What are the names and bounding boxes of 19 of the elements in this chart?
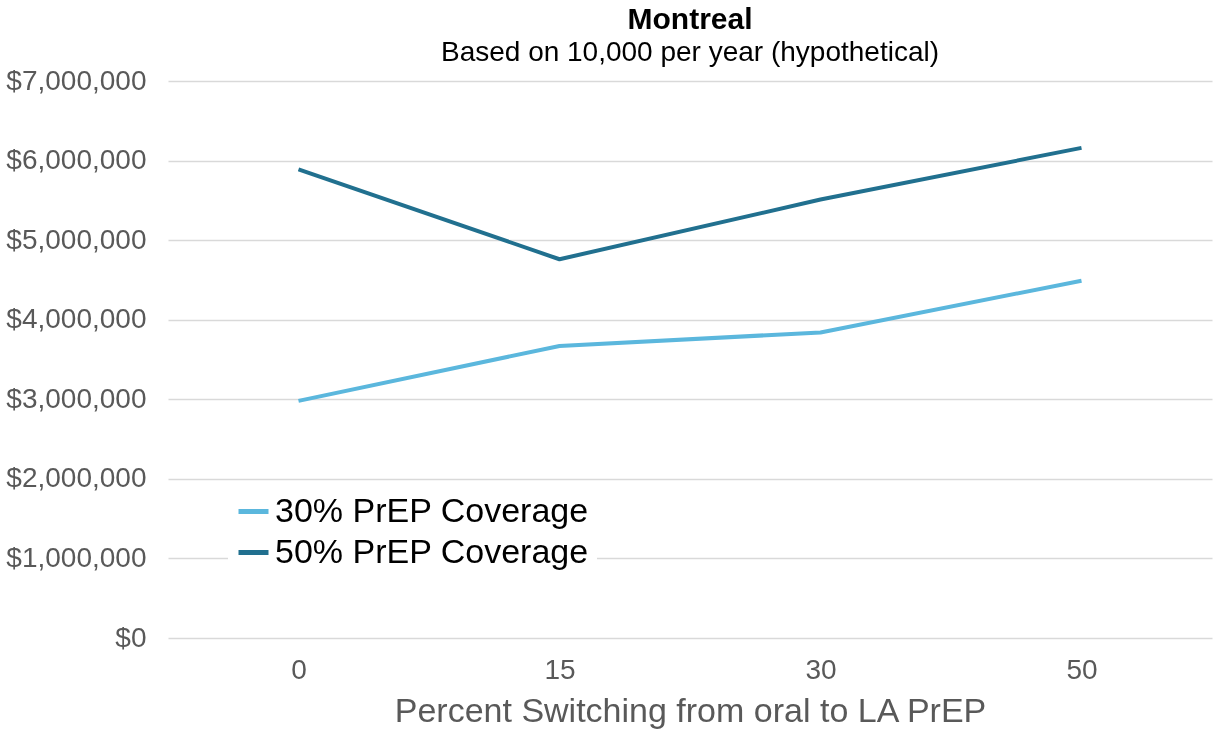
legend-label: 50% PrEP Coverage [275, 531, 589, 570]
x-tick-label: 0 [291, 653, 307, 685]
x-axis-title: Percent Switching from oral to LA PrEP [394, 690, 987, 729]
y-tick-label: $1,000,000 [6, 541, 147, 573]
x-tick-label: 15 [544, 653, 576, 685]
line-series [296, 145, 1084, 262]
x-tick-label: 50 [1066, 653, 1098, 685]
y-tick-label: $4,000,000 [6, 303, 147, 335]
y-tick-label: $2,000,000 [6, 462, 147, 494]
chart-subtitle: Based on 10,000 per year (hypothetical) [440, 36, 940, 67]
y-tick-label: $6,000,000 [6, 144, 147, 176]
legend-label: 30% PrEP Coverage [275, 490, 589, 529]
y-tick-label: $3,000,000 [6, 382, 147, 414]
x-tick-label: 30 [805, 653, 837, 685]
y-tick-label: $7,000,000 [6, 64, 147, 96]
chart-title: Montreal [627, 2, 753, 35]
y-tick-label: $5,000,000 [6, 223, 147, 255]
y-tick-label: $0 [115, 621, 147, 653]
line-series [296, 278, 1084, 403]
